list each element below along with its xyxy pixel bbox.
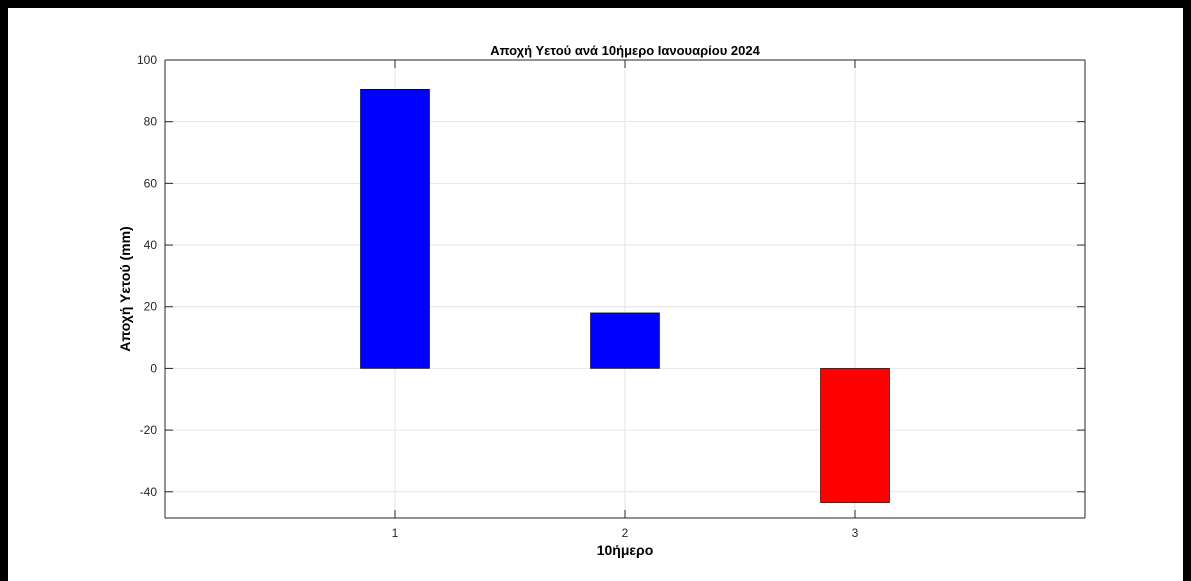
x-tick-label: 3 [852,526,859,540]
x-axis-label: 10ήμερο [597,542,654,558]
y-axis-label: Αποχή Υετού (mm) [117,226,133,351]
tick-labels: -40 -20 0 20 40 60 80 100 1 2 3 [137,53,859,540]
chart-title: Αποχή Υετού ανά 10ήμερο Ιανουαρίου 2024 [490,43,760,58]
y-tick-label: 20 [144,300,158,314]
x-tick-label: 2 [622,526,629,540]
y-tick-label: 80 [144,115,158,129]
x-tick-label: 1 [392,526,399,540]
y-tick-label: 100 [137,53,157,67]
bars [360,88,890,503]
bar-1 [360,88,430,369]
bar-2 [590,312,660,369]
bar-chart: -40 -20 0 20 40 60 80 100 1 2 3 Αποχή Υετού ανά 10… [117,43,1086,558]
figure-window: -40 -20 0 20 40 60 80 100 1 2 3 Αποχή Υετού ανά 10… [8,8,1183,581]
axes [164,59,1086,519]
y-tick-label: 0 [150,361,157,375]
y-tick-label: -40 [140,485,158,499]
y-tick-label: 60 [144,176,158,190]
y-tick-label: 40 [144,238,158,252]
bar-3 [820,368,890,503]
y-tick-label: -20 [140,423,158,437]
